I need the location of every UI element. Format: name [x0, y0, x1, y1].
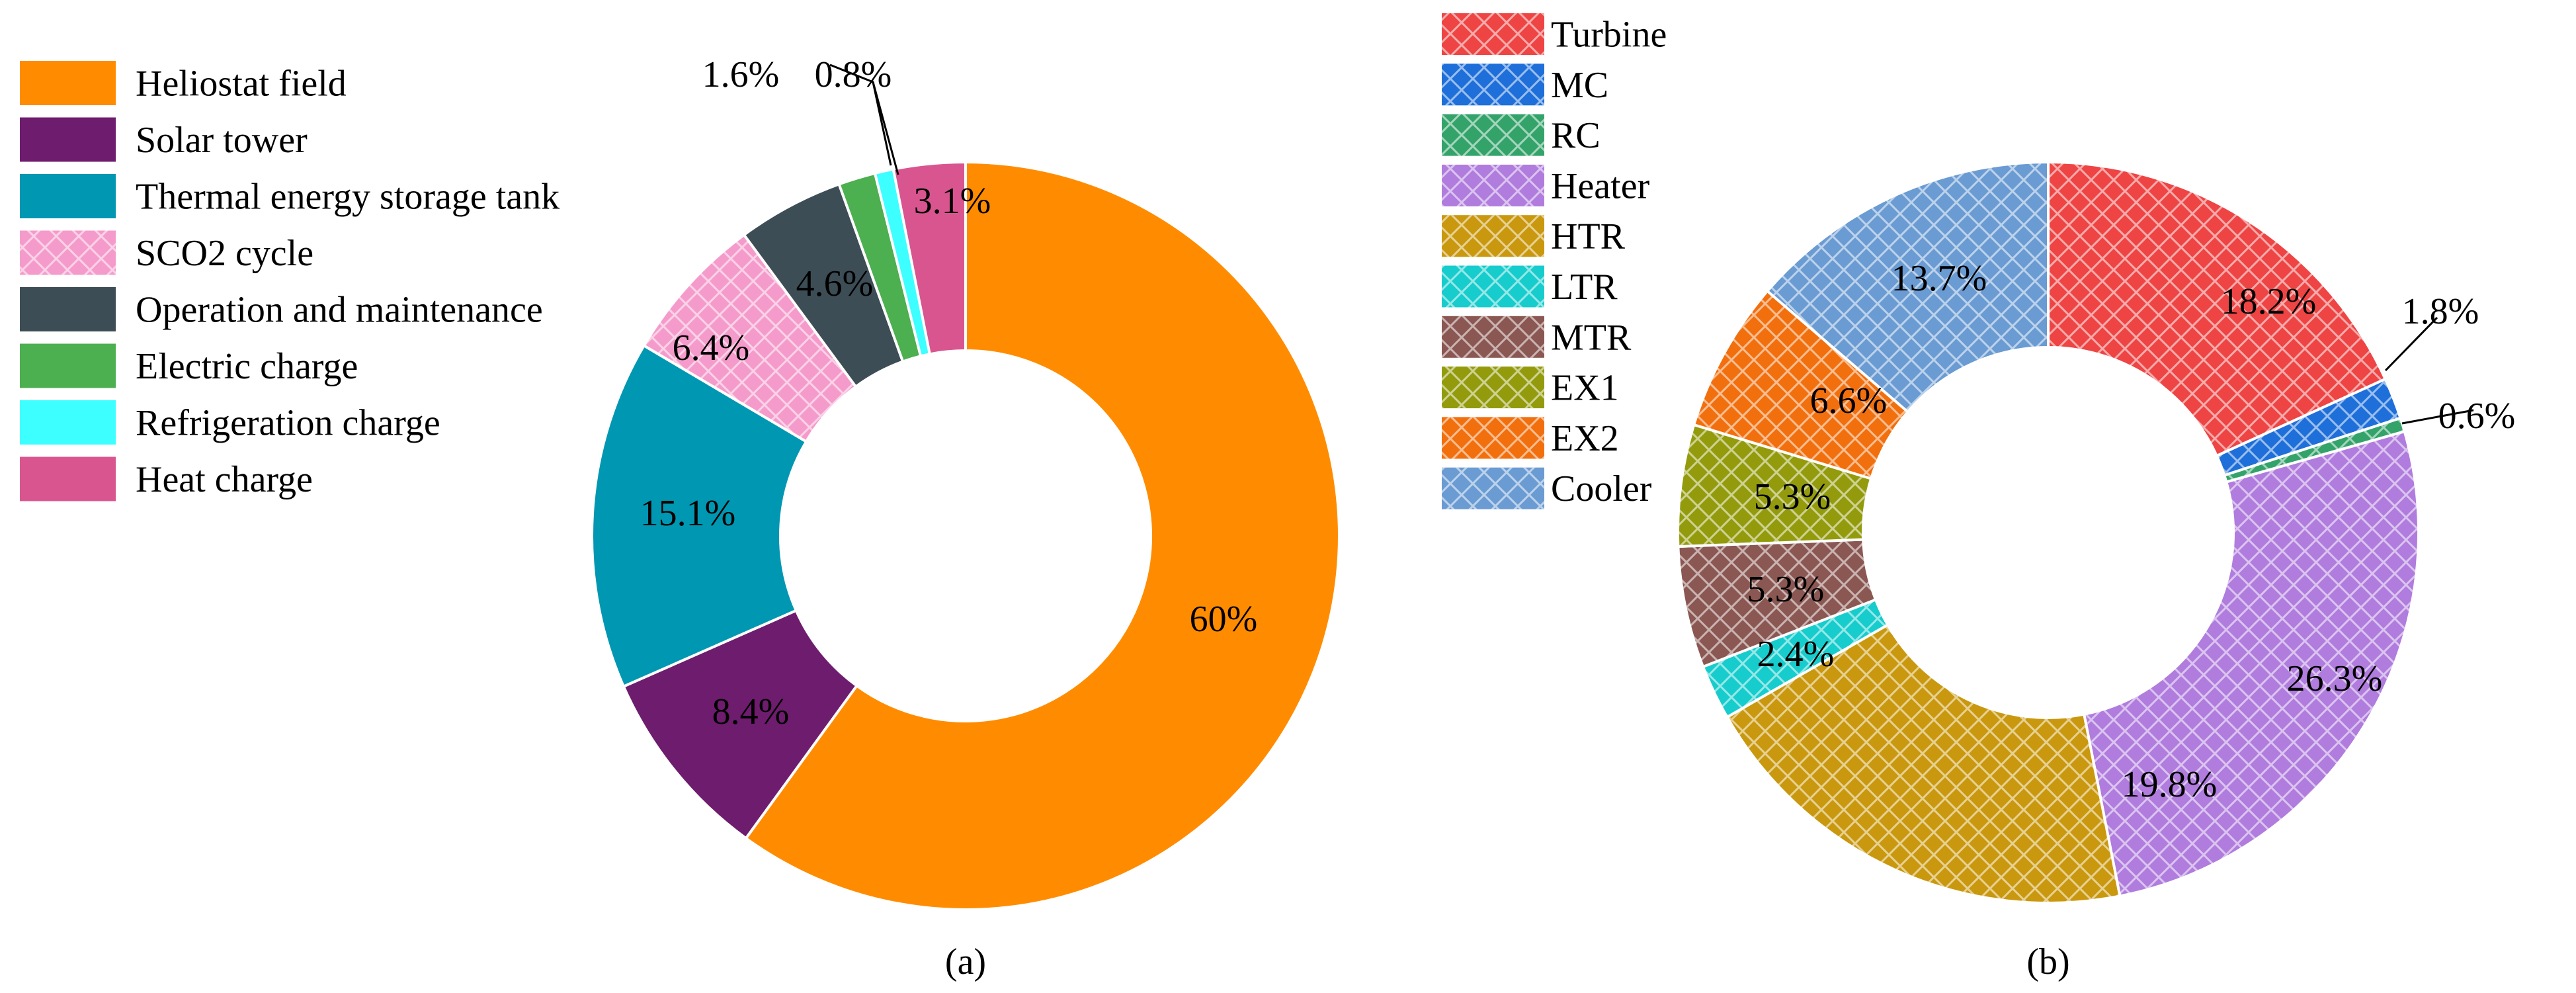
legend-swatch-thermal-energy-storage-tank [20, 174, 116, 218]
legend-b: Turbine MC RC Heater HTR LTR MTR EX1 EX2 Cooler [1442, 13, 1667, 509]
leader-line-refrigeration-charge [872, 81, 892, 166]
legend-label-rc: RC [1551, 115, 1600, 156]
legend-label-heat-charge: Heat charge [136, 459, 313, 500]
legend-swatch-hatch [20, 230, 116, 275]
slice-hatch-mc [2216, 378, 2401, 476]
annotations-b: 18.2% 1.8% 0.6% 26.3% 19.8% 2.4% 5.3% 5.3% 6.6% 1… [1747, 258, 2516, 805]
slice-solar-tower [622, 609, 859, 840]
legend-swatch-operation-and-maintenance [20, 287, 116, 331]
slice-thermal-energy-storage-tank [591, 343, 808, 689]
legend-swatch-hatch [1442, 367, 1544, 409]
legend-swatch-refrigeration-charge [20, 400, 116, 445]
donut-chart-b: Turbine MC RC Heater HTR LTR MTR EX1 EX2 Cooler 1… [1442, 13, 2515, 982]
slice-heat-charge [892, 160, 967, 356]
legend-swatch-hatch [1442, 13, 1544, 55]
legend-a: Heliostat field Solar tower Thermal energy… [20, 61, 560, 501]
legend-swatch-hatch [1442, 467, 1544, 509]
legend-label-htr: HTR [1551, 216, 1626, 257]
value-label-heliostat-field: 60% [1190, 599, 1258, 640]
value-label-cooler: 13.7% [1891, 258, 1987, 299]
value-label-heat-charge: 3.1% [914, 181, 991, 222]
legend-label-ex2: EX2 [1551, 418, 1619, 459]
legend-swatch-hatch [1442, 215, 1544, 257]
value-label-mtr: 5.3% [1747, 569, 1825, 610]
legend-swatch-electric-charge [20, 343, 116, 388]
value-label-mc: 1.8% [2402, 291, 2479, 332]
leader-line-rc [2401, 409, 2474, 425]
legend-swatch-solar-tower [20, 117, 116, 162]
slice-hatch-sco2-cycle [644, 235, 856, 442]
slice-heliostat-field [744, 160, 1341, 911]
legend-swatch-hatch [1442, 265, 1544, 308]
value-label-turbine: 18.2% [2221, 281, 2317, 322]
slice-hatch-rc [2224, 417, 2405, 482]
value-label-sco2-cycle: 6.4% [673, 327, 750, 368]
slice-hatch-heater [2084, 431, 2419, 896]
legend-label-heliostat-field: Heliostat field [136, 64, 347, 105]
legend-label-thermal-energy-storage-tank: Thermal energy storage tank [136, 177, 560, 218]
slice-hatch-htr [1727, 625, 2120, 903]
slice-hatch-ltr [1703, 599, 1888, 717]
legend-swatch-hatch [1442, 114, 1544, 156]
legend-label-mtr: MTR [1551, 317, 1632, 358]
legend-label-electric-charge: Electric charge [136, 346, 358, 387]
legend-swatch-heliostat-field [20, 61, 116, 105]
slice-hatch-mtr [1678, 539, 1876, 667]
legend-label-operation-and-maintenance: Operation and maintenance [136, 290, 543, 331]
value-label-refrigeration-charge: 0.8% [815, 54, 892, 95]
slice-hatch-ex1 [1678, 425, 1872, 547]
caption-a: (a) [945, 941, 986, 982]
value-label-rc: 0.6% [2438, 396, 2516, 437]
legend-swatch-hatch [1442, 64, 1544, 106]
value-label-ex2: 6.6% [1810, 380, 1888, 421]
value-label-heater: 26.3% [2287, 658, 2383, 699]
value-label-ltr: 2.4% [1757, 634, 1835, 675]
slices-a [591, 160, 1341, 911]
legend-label-mc: MC [1551, 65, 1608, 106]
legend-swatch-heat-charge [20, 456, 116, 501]
legend-label-ex1: EX1 [1551, 368, 1619, 409]
annotations-a: 60% 8.4% 15.1% 6.4% 4.6% 1.6% 0.8% 3.1% [640, 54, 1258, 732]
caption-b: (b) [2026, 941, 2069, 982]
legend-label-ltr: LTR [1551, 267, 1618, 308]
value-label-operation-and-maintenance: 4.6% [796, 263, 874, 304]
leader-line-mc [2384, 316, 2438, 372]
legend-label-turbine: Turbine [1551, 15, 1667, 56]
value-label-thermal-energy-storage-tank: 15.1% [640, 493, 736, 534]
value-label-electric-charge: 1.6% [702, 54, 780, 95]
legend-swatch-hatch [1442, 417, 1544, 459]
value-label-htr: 19.8% [2122, 764, 2218, 805]
slice-hatch-turbine [2048, 162, 2386, 456]
slices-b [1677, 160, 2420, 904]
legend-swatch-hatch [1442, 164, 1544, 206]
donut-chart-a: Heliostat field Solar tower Thermal energy… [20, 54, 1341, 982]
legend-label-sco2-cycle: SCO2 cycle [136, 233, 313, 274]
legend-label-refrigeration-charge: Refrigeration charge [136, 403, 440, 444]
value-label-ex1: 5.3% [1754, 476, 1831, 517]
legend-label-solar-tower: Solar tower [136, 120, 308, 161]
legend-label-heater: Heater [1551, 165, 1650, 206]
slice-hatch-cooler [1767, 162, 2048, 412]
slice-hatch-ex2 [1694, 290, 1908, 479]
value-label-solar-tower: 8.4% [712, 691, 790, 732]
legend-label-cooler: Cooler [1551, 468, 1652, 509]
legend-swatch-hatch [1442, 316, 1544, 358]
